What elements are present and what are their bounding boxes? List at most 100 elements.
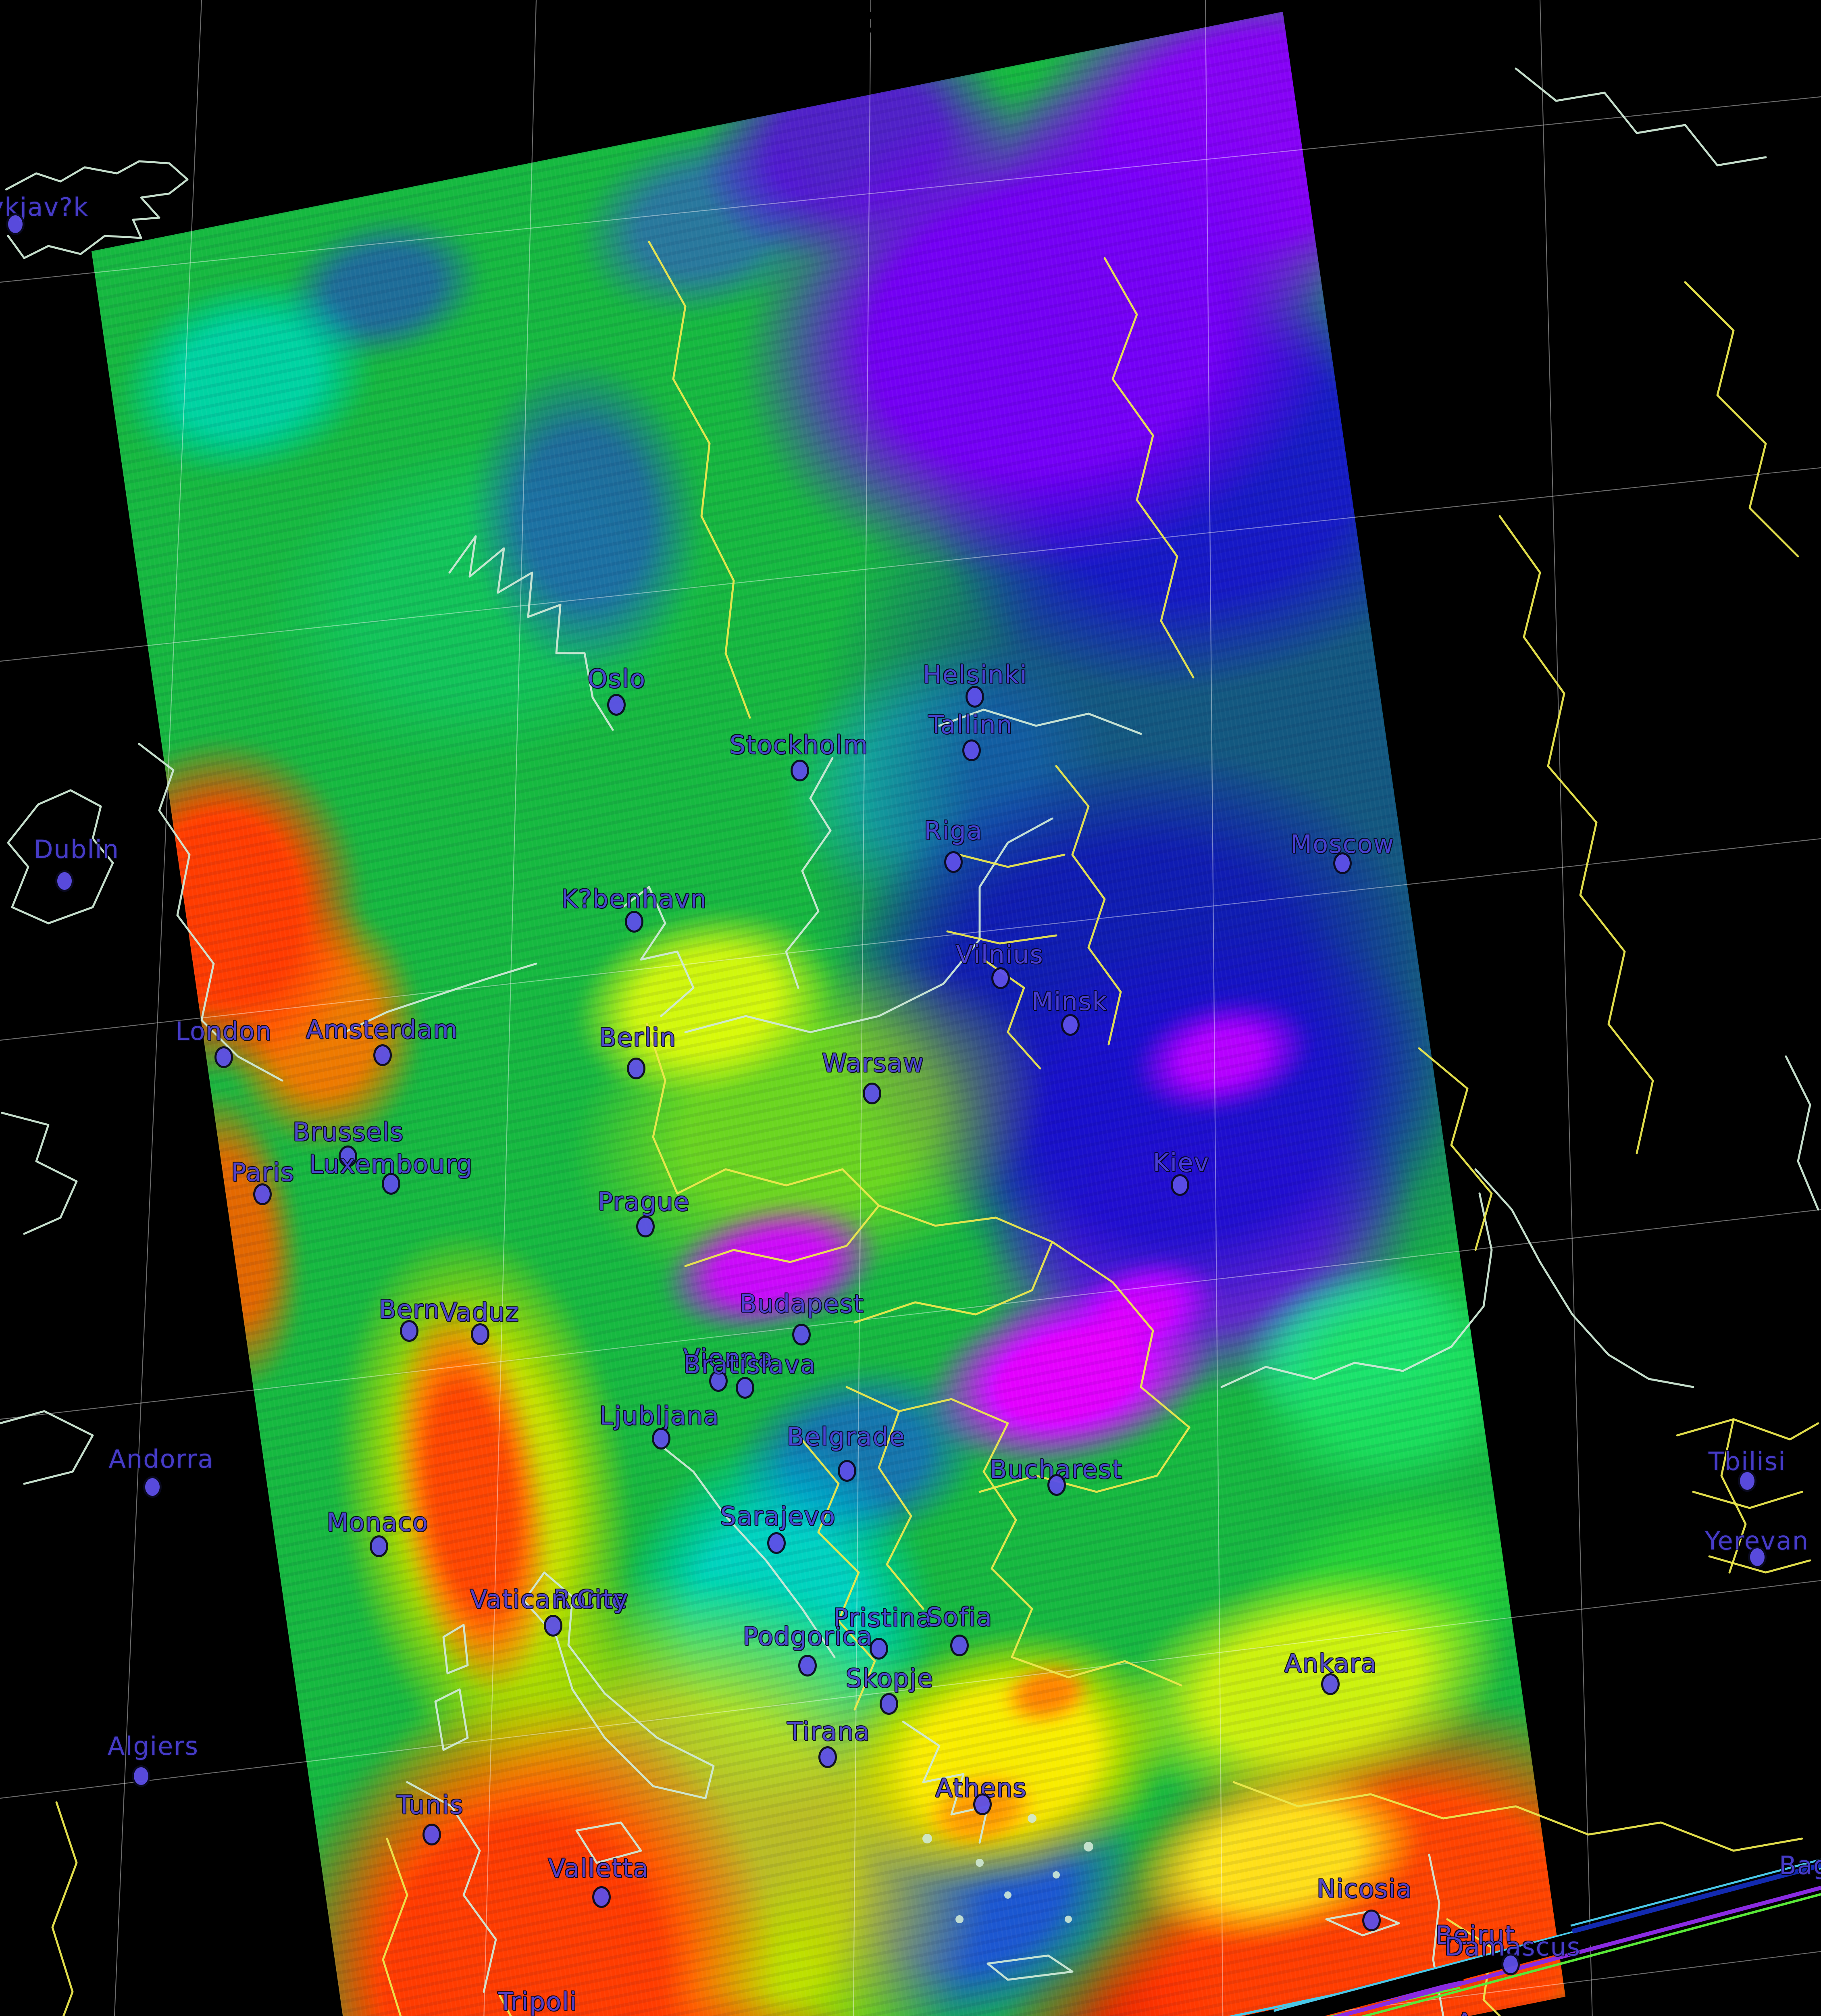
city-label-amsterdam: Amsterdam	[306, 1015, 458, 1044]
city-marker-ankara	[1321, 1673, 1340, 1695]
city-marker-vaduz	[471, 1323, 489, 1345]
city-label-riga: Riga	[924, 816, 983, 846]
city-marker-warsaw	[863, 1083, 881, 1104]
city-label-bern: Bern	[379, 1295, 440, 1324]
city-marker-luxembourg	[382, 1173, 400, 1195]
city-label-algiers: Algiers	[108, 1731, 199, 1761]
dropout-bar-top-1	[710, 11, 927, 27]
city-marker-helsinki	[966, 686, 984, 708]
city-label-monaco: Monaco	[327, 1508, 429, 1537]
border-caucasus-north	[1677, 1419, 1818, 1439]
city-marker-athens	[973, 1793, 992, 1815]
city-label-bratislava: Bratislava	[683, 1350, 816, 1379]
city-label-tirana: Tirana	[787, 1717, 870, 1746]
border-latvia	[959, 855, 1064, 867]
border-scandinavia	[649, 242, 750, 718]
city-label-dublin: Dublin	[34, 835, 119, 864]
satellite-ground-station-capture: { "palette": { "background": "#000000", …	[0, 0, 1821, 2016]
city-marker-paris	[253, 1183, 272, 1205]
coast-crete	[988, 1956, 1072, 1980]
city-label-prague: Prague	[598, 1187, 690, 1216]
city-label-sofia: Sofia	[926, 1602, 993, 1632]
city-marker-tirana	[818, 1746, 837, 1768]
border-czech	[677, 1169, 879, 1266]
city-label-vaduz: Vaduz	[440, 1297, 520, 1327]
city-label-minsk: Minsk	[1032, 987, 1107, 1016]
border-greece-turkey	[1012, 1657, 1181, 1685]
city-marker-berlin	[627, 1058, 645, 1079]
city-label-nicosia: Nicosia	[1317, 1874, 1412, 1904]
city-marker-minsk	[1061, 1014, 1080, 1036]
coast-norway	[450, 536, 613, 730]
city-marker-bucharest	[1047, 1474, 1066, 1496]
city-label-kiev: Kiev	[1153, 1148, 1210, 1177]
border-russia-kazakh	[1685, 282, 1798, 556]
city-marker-sarajevo	[767, 1532, 786, 1554]
city-marker-prague	[636, 1216, 655, 1237]
city-label-berlin: Berlin	[599, 1023, 676, 1052]
city-label-brussels: Brussels	[293, 1117, 404, 1147]
city-marker-algiers	[132, 1765, 150, 1787]
city-marker-sofia	[950, 1635, 969, 1656]
city-marker-tallinn	[962, 739, 981, 761]
border-algeria-tunisia	[375, 1839, 407, 2016]
city-marker-london	[214, 1046, 233, 1068]
city-marker-reykjav-k	[6, 213, 25, 235]
city-marker-damascus	[1501, 1954, 1520, 1975]
city-label-london: London	[175, 1016, 272, 1046]
city-marker-bern	[400, 1320, 418, 1342]
city-marker-dublin	[55, 870, 74, 892]
city-marker-belgrade	[838, 1460, 856, 1482]
border-algeria-morocco	[48, 1802, 77, 2016]
city-label-tallinn: Tallinn	[928, 710, 1013, 739]
border-slovakia-hungary	[855, 1206, 1052, 1322]
city-marker-k-benhavn	[625, 911, 643, 933]
city-marker-andorra	[143, 1476, 162, 1498]
city-marker-podgorica	[798, 1655, 817, 1677]
city-marker-tbilisi	[1738, 1470, 1756, 1492]
border-armenia-azerbaijan	[1693, 1492, 1802, 1508]
city-marker-pristina	[870, 1638, 888, 1660]
map-overlay	[0, 0, 1821, 2016]
city-marker-budapest	[792, 1324, 811, 1345]
city-marker-moscow	[1333, 852, 1352, 874]
city-label-pristina: Pristina	[833, 1603, 932, 1633]
coast-white-sea	[1516, 69, 1766, 165]
city-label-paris: Paris	[231, 1158, 295, 1187]
city-label-tripoli: Tripoli	[498, 1987, 577, 2016]
city-marker-oslo	[607, 694, 626, 716]
city-marker-ljubljana	[652, 1428, 670, 1450]
coast-sweden-east	[786, 758, 832, 988]
coast-iberia-north	[0, 1411, 93, 1484]
coast-france-west	[2, 1113, 77, 1234]
city-marker-tunis	[422, 1824, 441, 1845]
coast-sardinia	[435, 1689, 468, 1750]
city-label-baghdad: Baghdad	[1779, 1851, 1821, 1880]
city-marker-kiev	[1171, 1174, 1189, 1196]
city-label-andorra: Andorra	[109, 1444, 214, 1474]
city-label-ljubljana: Ljubljana	[599, 1401, 720, 1431]
coastlines	[0, 69, 1818, 2016]
city-marker-skopje	[880, 1693, 898, 1715]
city-label-k-benhavn: K?benhavn	[561, 884, 707, 914]
city-marker-stockholm	[791, 760, 809, 781]
signal-dropout-streaks	[710, 11, 1821, 2016]
coast-baltic-south	[685, 818, 1052, 1032]
border-turkey-syria-iraq	[1234, 1782, 1802, 1851]
coast-black-sea-east	[1476, 1169, 1693, 1387]
city-label-stockholm: Stockholm	[730, 730, 868, 760]
city-marker-vilnius	[991, 967, 1010, 989]
city-label-belgrade: Belgrade	[787, 1422, 905, 1452]
coast-corsica	[443, 1625, 468, 1673]
city-marker-riga	[944, 851, 963, 873]
city-label-vatican-city: Vatican City	[470, 1585, 629, 1614]
city-marker-monaco	[370, 1535, 388, 1557]
city-marker-bratislava	[736, 1377, 754, 1399]
coast-caspian	[1786, 1056, 1818, 1210]
city-label-helsinki: Helsinki	[923, 660, 1028, 689]
border-finland-russia	[1105, 258, 1193, 677]
city-label-budapest: Budapest	[739, 1289, 864, 1318]
graticule	[0, 0, 1821, 2016]
city-label-sarajevo: Sarajevo	[720, 1502, 836, 1531]
city-label-amman: Amman	[1456, 2008, 1557, 2016]
